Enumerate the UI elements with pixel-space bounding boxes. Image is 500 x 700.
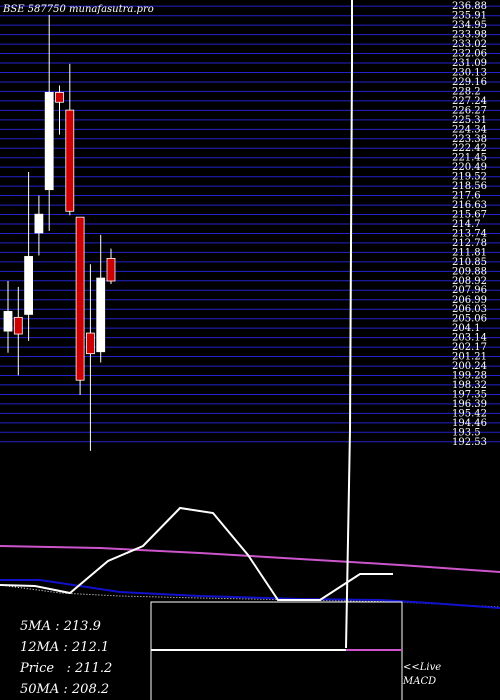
macd-box xyxy=(150,601,403,700)
macd-panel xyxy=(150,601,403,700)
candle-body xyxy=(86,332,95,355)
price-tick-label: 207.96 xyxy=(452,285,487,296)
price-tick-label: 229.16 xyxy=(452,77,487,88)
candle-body xyxy=(44,92,54,191)
price-tick-label: 215.67 xyxy=(452,210,487,221)
price-tick-label: 235.91 xyxy=(452,11,487,22)
price-tick-label: 227.24 xyxy=(452,96,487,107)
price-tick-label: 233.98 xyxy=(452,30,487,41)
price-tick-label: 200.24 xyxy=(452,361,487,372)
moving-average-panel xyxy=(0,0,500,649)
candle-body xyxy=(24,256,34,315)
stock-code: BSE 587750 xyxy=(3,4,66,15)
stat-50ma: 50MA : 208.2 xyxy=(20,682,110,697)
price-tick-label: 234.95 xyxy=(452,20,487,31)
price-tick-label: 202.17 xyxy=(452,342,487,353)
price-tick-label: 223.38 xyxy=(452,134,487,145)
price-tick-label: 217.6 xyxy=(452,191,481,202)
price-tick-label: 212.78 xyxy=(452,238,487,249)
stat-5ma: 5MA : 213.9 xyxy=(20,619,101,634)
candle-body xyxy=(65,109,75,212)
price-tick-label: 210.85 xyxy=(452,257,487,268)
price-tick-label: 222.42 xyxy=(452,143,487,154)
price-tick-label: 194.46 xyxy=(452,418,487,429)
candlesticks xyxy=(3,14,116,451)
price-tick-label: 201.21 xyxy=(452,352,487,363)
site-name: munafasutra.pro xyxy=(69,4,154,15)
price-tick-label: 221.45 xyxy=(452,153,487,164)
candle-body xyxy=(3,311,13,332)
price-tick-label: 209.88 xyxy=(452,266,487,277)
candle-body xyxy=(106,258,116,282)
price-tick-label: 218.56 xyxy=(452,181,487,192)
candle-body xyxy=(34,213,44,234)
ma-short-line xyxy=(0,506,393,601)
price-tick-label: 206.03 xyxy=(452,304,487,315)
price-gridlines xyxy=(0,5,500,443)
price-tick-label: 213.74 xyxy=(452,228,487,239)
price-tick-label: 220.49 xyxy=(452,162,487,173)
price-tick-label: 236.88 xyxy=(452,1,487,12)
price-tick-label: 192.53 xyxy=(452,437,487,448)
price-tick-label: 208.92 xyxy=(452,276,487,287)
stats-panel: 5MA : 213.9 12MA : 212.1 Price : 211.2 5… xyxy=(20,616,112,700)
candle-body xyxy=(13,316,23,335)
candle-body xyxy=(55,92,64,103)
price-tick-label: 216.63 xyxy=(452,200,487,211)
price-tick-label: 205.06 xyxy=(452,314,487,325)
price-tick-label: 233.02 xyxy=(452,39,487,50)
live-price-spike-line xyxy=(345,0,353,649)
price-tick-label: 196.39 xyxy=(452,399,487,410)
macd-label: MACD xyxy=(403,676,437,687)
price-tick-label: 228.2 xyxy=(452,86,481,97)
live-link[interactable]: <<Live xyxy=(403,662,442,673)
price-tick-label: 193.5 xyxy=(452,427,481,438)
price-tick-label: 203.14 xyxy=(452,333,487,344)
price-tick-label: 195.42 xyxy=(452,408,487,419)
candle-body xyxy=(75,216,85,381)
stat-12ma: 12MA : 212.1 xyxy=(20,640,110,655)
price-tick-label: 219.52 xyxy=(452,172,487,183)
price-tick-label: 211.81 xyxy=(452,247,487,258)
price-tick-label: 224.34 xyxy=(452,124,487,135)
chart-header: BSE 587750 munafasutra.pro xyxy=(3,4,154,15)
live-macd-label: <<Live MACD xyxy=(403,661,441,689)
ma-long-dotted-line xyxy=(0,584,500,608)
ma-mid-line xyxy=(0,545,500,573)
price-tick-label: 214.7 xyxy=(452,219,481,230)
price-tick-label: 231.09 xyxy=(452,58,487,69)
price-tick-label: 199.28 xyxy=(452,370,487,381)
candle-body xyxy=(96,277,106,353)
stat-price: Price : 211.2 xyxy=(20,661,113,676)
price-tick-label: 206.99 xyxy=(452,295,487,306)
price-tick-label: 230.13 xyxy=(452,67,487,78)
price-tick-label: 197.35 xyxy=(452,389,487,400)
ma-long-line xyxy=(0,579,500,609)
price-tick-label: 226.27 xyxy=(452,105,487,116)
price-tick-labels: 236.88235.91234.95233.98233.02232.06231.… xyxy=(452,1,487,448)
price-tick-label: 232.06 xyxy=(452,49,487,60)
price-tick-label: 198.32 xyxy=(452,380,487,391)
price-tick-label: 225.31 xyxy=(452,115,487,126)
price-tick-label: 204.1 xyxy=(452,323,481,334)
